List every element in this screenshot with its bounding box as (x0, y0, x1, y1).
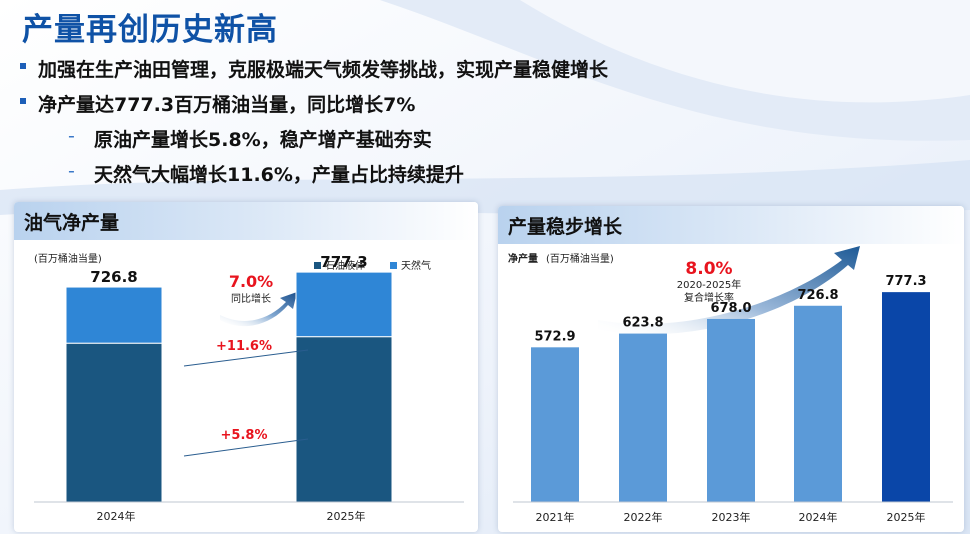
bar-value-label: 678.0 (710, 301, 751, 316)
bar (707, 318, 755, 502)
yoy-arrow-icon (220, 292, 297, 327)
production-growth-panel: 产量稳步增长 净产量 (百万桶油当量) 8.0% 2020-2025年 复合增长… (498, 206, 964, 532)
bar-value-label: 623.8 (622, 316, 663, 331)
dash-icon: - (68, 160, 75, 182)
bullet-item: 加强在生产油田管理，克服极端天气频发等挑战，实现产量稳健增长 (20, 55, 609, 82)
bar (882, 292, 930, 502)
legend-swatch-liquids (314, 262, 321, 269)
liquids-connector-line (183, 438, 309, 457)
unit-label: (百万桶油当量) (34, 252, 102, 265)
sub-bullet-text: 原油产量增长5.8%，稳产增产基础夯实 (94, 129, 432, 151)
page-title: 产量再创历史新高 (22, 12, 278, 48)
bullet-square-icon (20, 63, 26, 69)
bar-value-label: 777.3 (885, 274, 926, 289)
bullet-text: 净产量达777.3百万桶油当量，同比增长7% (38, 94, 416, 116)
dash-icon: - (68, 125, 75, 147)
cagr-value: 8.0% (685, 259, 732, 279)
stacked-bar-chart: (百万桶油当量) 石油液体 天然气 7.0% 同比增长 726.8 2024年 77… (34, 252, 464, 523)
bullet-item: 净产量达777.3百万桶油当量，同比增长7% (20, 90, 416, 117)
x-tick-label: 2021年 (536, 510, 575, 524)
sub-bullet-item: - 天然气大幅增长11.6%，产量占比持续提升 (68, 160, 464, 187)
bar (619, 333, 667, 502)
liquids-growth-label: +5.8% (221, 428, 268, 443)
legend-label-gas: 天然气 (401, 259, 431, 272)
bar-gas (295, 271, 393, 338)
bar-gas (65, 286, 163, 344)
x-tick-label: 2022年 (624, 510, 663, 524)
gas-growth-label: +11.6% (216, 339, 272, 354)
bar-value-label: 572.9 (534, 329, 575, 344)
panel-title: 油气净产量 (24, 212, 120, 234)
bar (531, 347, 579, 502)
sub-bullet-text: 天然气大幅增长11.6%，产量占比持续提升 (94, 164, 464, 186)
bar (794, 305, 842, 502)
total-label: 726.8 (90, 268, 137, 286)
x-tick-label: 2024年 (799, 510, 838, 524)
yoy-label: 同比增长 (231, 292, 271, 305)
yoy-value: 7.0% (229, 272, 273, 291)
bullet-text: 加强在生产油田管理，克服极端天气频发等挑战，实现产量稳健增长 (38, 59, 609, 81)
cagr-label: 复合增长率 (684, 291, 734, 304)
net-production-panel: 油气净产量 (百万桶油当量) 石油液体 天然气 7.0% 同比增长 726.8 2… (14, 202, 478, 532)
legend-swatch-gas (390, 262, 397, 269)
x-tick-label: 2025年 (327, 509, 366, 523)
gas-connector-line (183, 349, 309, 367)
bar-value-label: 726.8 (797, 288, 838, 303)
x-tick-label: 2024年 (97, 509, 136, 523)
panel-header (14, 202, 478, 240)
x-tick-label: 2025年 (887, 510, 926, 524)
panel-title: 产量稳步增长 (508, 216, 623, 238)
bar-liquids (295, 336, 393, 503)
bullet-square-icon (20, 98, 26, 104)
cagr-arrow-icon (598, 246, 860, 335)
x-tick-label: 2023年 (712, 510, 751, 524)
total-label: 777.3 (320, 253, 367, 271)
bar-liquids (65, 342, 163, 503)
panel-header (498, 206, 964, 244)
bar-chart: 净产量 (百万桶油当量) 8.0% 2020-2025年 复合增长率 572.9… (508, 246, 953, 524)
cagr-period: 2020-2025年 (677, 278, 742, 291)
unit-label: (百万桶油当量) (546, 252, 614, 265)
legend-label-liquids: 石油液体 (325, 259, 365, 272)
ylabel: 净产量 (508, 252, 538, 265)
sub-bullet-item: - 原油产量增长5.8%，稳产增产基础夯实 (68, 125, 432, 152)
